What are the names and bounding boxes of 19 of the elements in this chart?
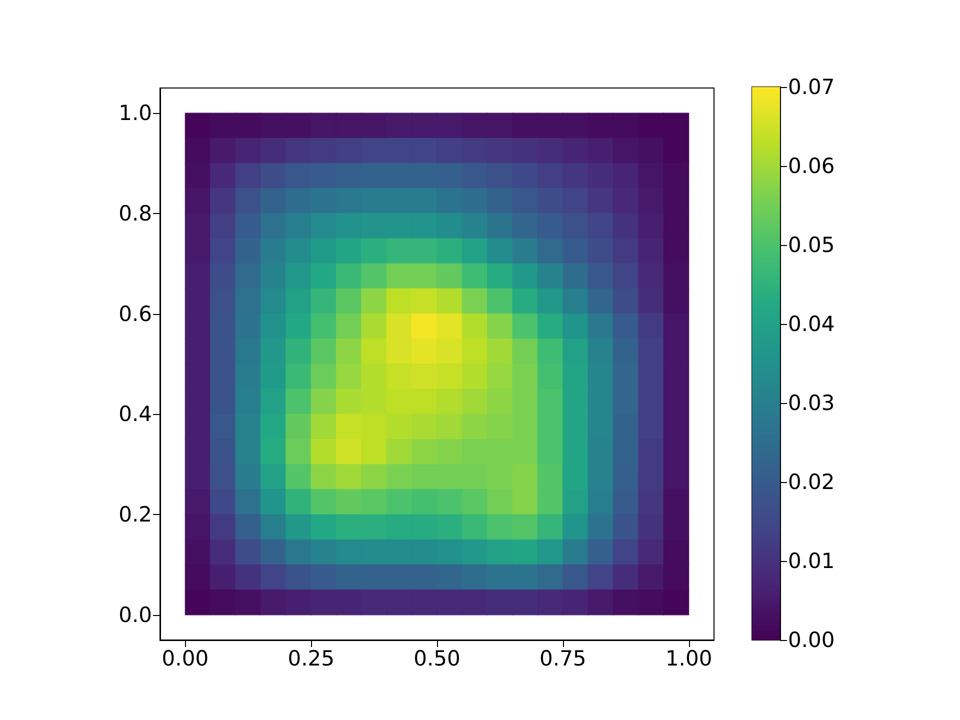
x-tick-label: 0.00 <box>162 646 209 670</box>
x-tick-label: 0.50 <box>414 646 460 670</box>
y-tick-label: 0.2 <box>118 502 152 527</box>
y-tick-label: 0.0 <box>118 602 152 627</box>
color-bar-label: 0.07 <box>788 75 835 99</box>
y-tick-label: 1.0 <box>118 101 152 126</box>
color-bar-label: 0.04 <box>788 312 835 336</box>
x-tick-label: 0.25 <box>288 646 334 670</box>
y-tick-label: 0.8 <box>118 201 152 226</box>
y-tick-label: 0.4 <box>118 402 152 426</box>
color-bar-label: 0.03 <box>788 391 835 415</box>
color-bar-label: 0.00 <box>788 628 835 652</box>
y-tick-label: 0.6 <box>118 302 152 326</box>
x-tick-label: 1.00 <box>665 646 712 670</box>
color-bar-label: 0.06 <box>788 154 835 178</box>
color-bar-label: 0.05 <box>788 233 835 257</box>
color-bar-label: 0.02 <box>788 470 835 494</box>
color-bar-label: 0.01 <box>788 549 835 573</box>
x-tick-label: 0.75 <box>540 646 586 670</box>
